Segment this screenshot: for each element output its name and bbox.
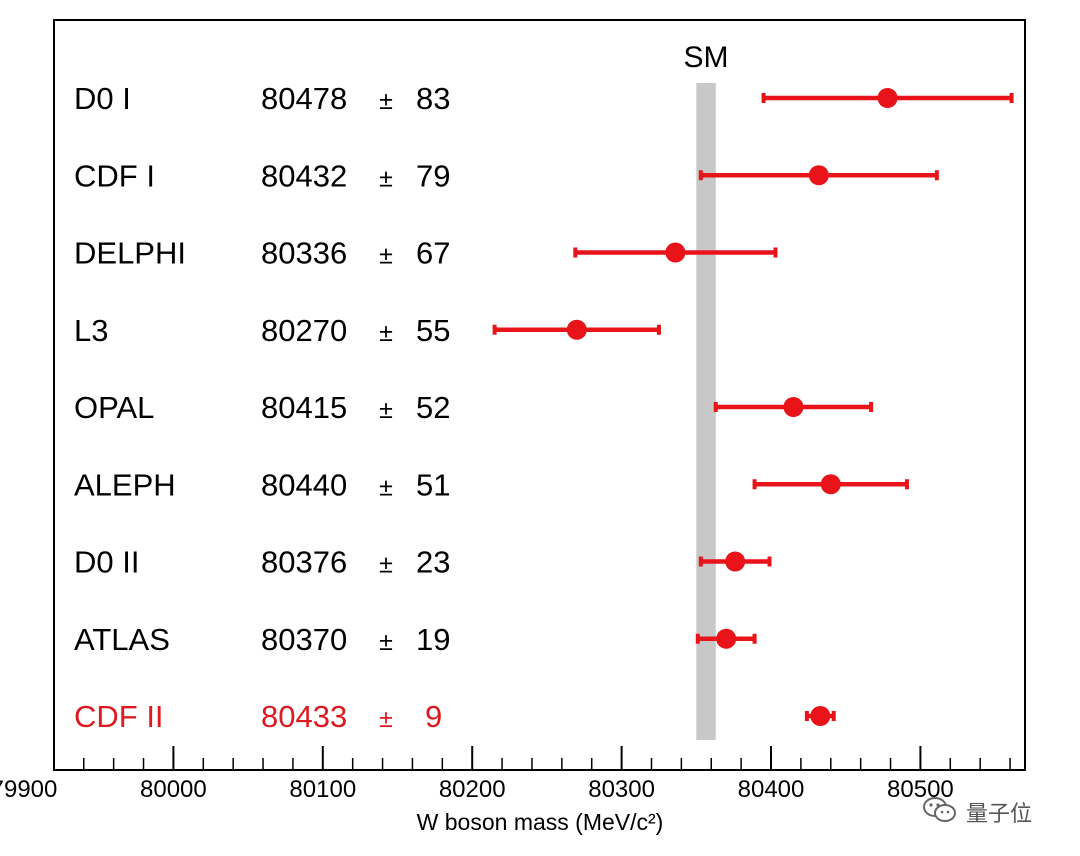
data-point: [810, 706, 831, 726]
value-label: 80440: [261, 467, 347, 502]
pm-label: ±: [379, 319, 393, 347]
error-label: 51: [416, 467, 450, 502]
experiment-label: ALEPH: [74, 467, 176, 502]
data-point: [716, 628, 737, 649]
data-point: [808, 165, 829, 186]
pm-label: ±: [379, 396, 393, 424]
x-tick-label: 80300: [588, 776, 655, 803]
value-label: 80336: [261, 236, 347, 271]
sm-band: [696, 83, 716, 740]
x-axis-label: W boson mass (MeV/c²): [417, 809, 664, 835]
data-point: [725, 551, 746, 572]
error-label: 79: [416, 158, 450, 193]
watermark: 量子位: [922, 792, 1032, 832]
data-point: [566, 319, 587, 340]
x-tick-label: 80100: [289, 776, 356, 803]
data-point: [877, 88, 898, 108]
pm-label: ±: [379, 473, 393, 501]
pm-label: ±: [379, 705, 393, 733]
value-label: 80432: [261, 158, 347, 193]
value-label: 80376: [261, 545, 347, 580]
data-point: [783, 397, 804, 417]
value-label: 80415: [261, 390, 347, 425]
watermark-text: 量子位: [966, 802, 1033, 827]
value-label: 80370: [261, 622, 347, 657]
pm-label: ±: [379, 164, 393, 192]
error-label: 55: [416, 313, 450, 348]
x-tick-label: 80000: [140, 776, 207, 803]
value-label: 80433: [261, 699, 347, 734]
pm-label: ±: [379, 242, 393, 270]
x-tick-label: 80400: [738, 776, 805, 803]
error-label: 67: [416, 236, 450, 271]
experiment-label: OPAL: [74, 390, 154, 425]
plot-frame: [53, 19, 1026, 771]
x-tick-label: 80200: [439, 776, 506, 803]
data-point: [665, 242, 686, 263]
pm-label: ±: [379, 628, 393, 656]
experiment-label: ATLAS: [74, 622, 170, 657]
error-label: 9: [425, 699, 442, 734]
x-tick-label: 79900: [0, 776, 57, 803]
pm-label: ±: [379, 551, 393, 579]
experiment-label: D0 I: [74, 81, 131, 116]
experiment-label: CDF II: [74, 699, 164, 734]
sm-band-label: SM: [684, 41, 729, 74]
experiment-label: D0 II: [74, 545, 139, 580]
wechat-icon: [922, 795, 958, 830]
error-label: 83: [416, 81, 450, 116]
error-label: 19: [416, 622, 450, 657]
experiment-label: CDF I: [74, 158, 155, 193]
experiment-label: L3: [74, 313, 108, 348]
error-label: 23: [416, 545, 450, 580]
pm-label: ±: [379, 87, 393, 115]
data-point: [820, 474, 841, 495]
error-label: 52: [416, 390, 450, 425]
experiment-label: DELPHI: [74, 236, 186, 271]
value-label: 80478: [261, 81, 347, 116]
x-tick-label: 80500: [887, 776, 954, 803]
value-label: 80270: [261, 313, 347, 348]
